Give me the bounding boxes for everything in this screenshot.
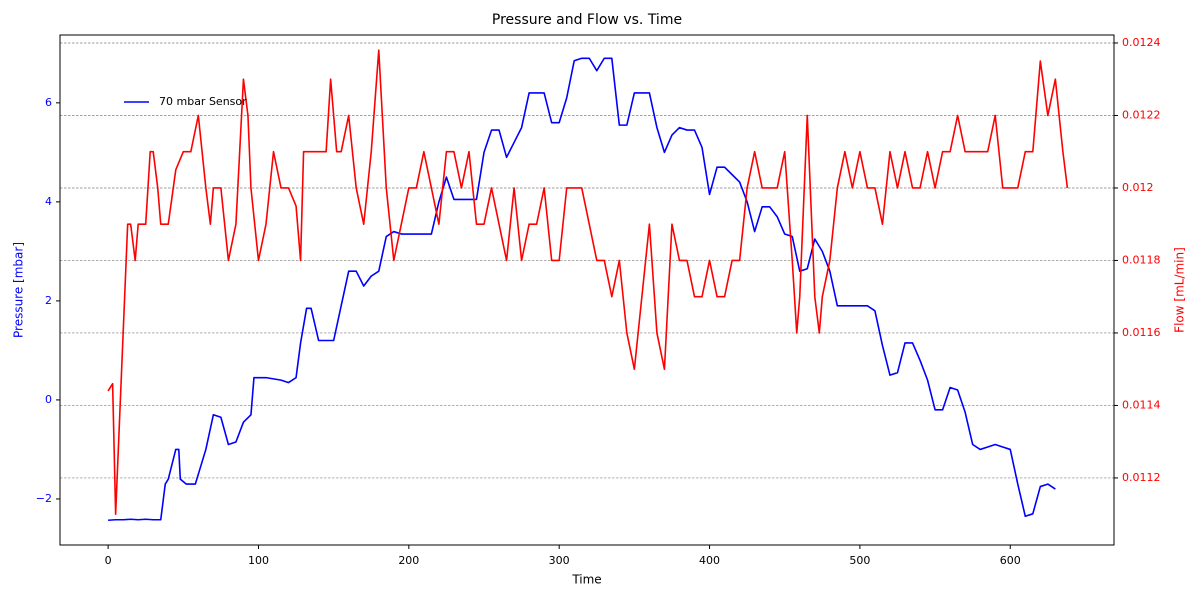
y-tick-label: −2 — [36, 492, 52, 505]
y2-tick-label: 0.0114 — [1122, 398, 1161, 411]
y-tick-label: 6 — [45, 96, 52, 109]
y-axis-label: Pressure [mbar] — [12, 242, 26, 338]
x-tick-label: 500 — [849, 554, 870, 567]
y2-tick-label: 0.0112 — [1122, 471, 1161, 484]
x-tick-label: 300 — [549, 554, 570, 567]
x-tick-label: 400 — [699, 554, 720, 567]
y2-tick-label: 0.0118 — [1122, 253, 1161, 266]
y2-tick-label: 0.0122 — [1122, 108, 1161, 121]
y2-tick-label: 0.0116 — [1122, 326, 1161, 339]
y-tick-label: 2 — [45, 294, 52, 307]
y2-axis-label: Flow [mL/min] — [1173, 247, 1187, 333]
y-tick-label: 0 — [45, 393, 52, 406]
y2-tick-label: 0.012 — [1122, 181, 1154, 194]
x-axis-label: Time — [571, 573, 601, 587]
chart-title: Pressure and Flow vs. Time — [492, 12, 682, 28]
series-line — [107, 49, 1069, 515]
x-tick-label: 600 — [1000, 554, 1021, 567]
x-tick-label: 0 — [105, 554, 112, 567]
legend-label: 70 mbar Sensor — [159, 95, 247, 108]
series-line — [108, 57, 1056, 522]
plot-frame — [59, 34, 1115, 546]
y-tick-label: 4 — [45, 195, 52, 208]
x-tick-label: 100 — [248, 554, 269, 567]
x-tick-label: 200 — [398, 554, 419, 567]
y2-tick-label: 0.0124 — [1122, 36, 1161, 49]
